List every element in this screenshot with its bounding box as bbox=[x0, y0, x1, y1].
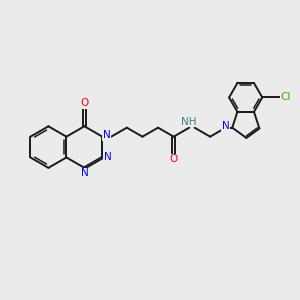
Text: N: N bbox=[222, 121, 230, 131]
Text: N: N bbox=[103, 152, 111, 162]
Text: O: O bbox=[169, 154, 177, 164]
Text: Cl: Cl bbox=[280, 92, 291, 103]
Text: O: O bbox=[80, 98, 88, 108]
Text: N: N bbox=[103, 130, 111, 140]
Text: NH: NH bbox=[181, 117, 197, 127]
Text: N: N bbox=[80, 168, 88, 178]
